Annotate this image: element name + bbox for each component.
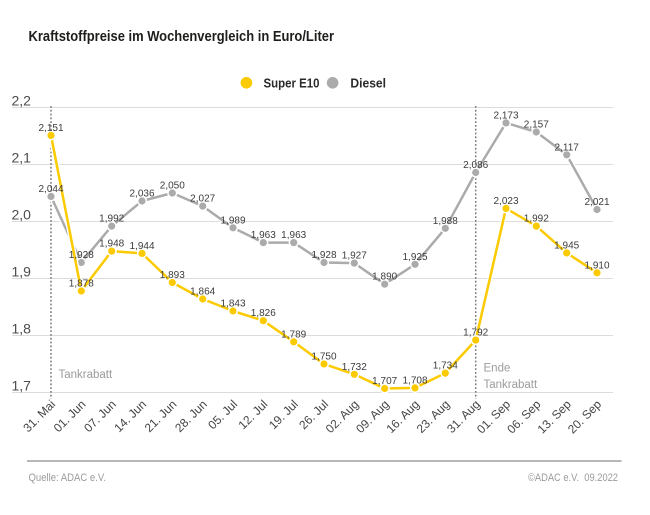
svg-text:1,963: 1,963 (281, 230, 306, 241)
svg-text:1,8: 1,8 (12, 321, 32, 337)
svg-text:2,0: 2,0 (12, 207, 32, 223)
svg-text:1,989: 1,989 (220, 215, 245, 226)
svg-text:1,992: 1,992 (524, 214, 549, 225)
svg-text:2,027: 2,027 (190, 194, 215, 205)
svg-text:1,843: 1,843 (220, 299, 245, 310)
svg-text:1,910: 1,910 (584, 260, 609, 271)
svg-text:1,7: 1,7 (12, 378, 32, 394)
svg-text:1,890: 1,890 (372, 272, 397, 283)
svg-text:©ADAC e.V. 09.2022: ©ADAC e.V. 09.2022 (528, 472, 618, 484)
svg-text:1,945: 1,945 (554, 240, 579, 251)
svg-text:1,928: 1,928 (311, 250, 336, 261)
svg-text:Diesel: Diesel (350, 75, 386, 90)
svg-text:1,963: 1,963 (251, 230, 276, 241)
svg-text:2,086: 2,086 (463, 160, 488, 171)
svg-text:2,1: 2,1 (12, 150, 32, 166)
svg-text:1,948: 1,948 (99, 239, 124, 250)
svg-text:1,789: 1,789 (281, 329, 306, 340)
svg-text:1,792: 1,792 (463, 328, 488, 339)
svg-text:1,864: 1,864 (190, 287, 215, 298)
svg-text:2,117: 2,117 (555, 142, 580, 153)
svg-text:Super E10: Super E10 (264, 75, 320, 90)
svg-text:1,708: 1,708 (402, 375, 427, 386)
svg-text:1,878: 1,878 (69, 279, 94, 290)
svg-text:1,944: 1,944 (129, 241, 154, 252)
svg-text:1,893: 1,893 (160, 270, 185, 281)
svg-text:Tankrabatt: Tankrabatt (484, 379, 539, 391)
svg-text:Ende: Ende (484, 363, 511, 375)
svg-text:1,732: 1,732 (342, 362, 367, 373)
svg-text:2,050: 2,050 (160, 181, 185, 192)
svg-text:2,044: 2,044 (38, 184, 63, 195)
svg-text:Tankrabatt: Tankrabatt (59, 369, 114, 381)
svg-text:1,928: 1,928 (69, 250, 94, 261)
svg-text:1,707: 1,707 (372, 376, 397, 387)
svg-text:1,992: 1,992 (99, 214, 124, 225)
svg-text:2,023: 2,023 (493, 196, 518, 207)
svg-text:2,2: 2,2 (12, 93, 32, 109)
svg-text:1,988: 1,988 (433, 216, 458, 227)
svg-text:2,036: 2,036 (129, 189, 154, 200)
svg-text:1,734: 1,734 (433, 361, 458, 372)
svg-text:1,750: 1,750 (311, 352, 336, 363)
svg-text:2,021: 2,021 (584, 197, 609, 208)
svg-text:1,927: 1,927 (342, 251, 367, 262)
svg-text:2,157: 2,157 (524, 120, 549, 131)
svg-text:Quelle: ADAC e.V.: Quelle: ADAC e.V. (29, 472, 107, 484)
svg-text:1,826: 1,826 (251, 308, 276, 319)
svg-text:2,151: 2,151 (38, 123, 63, 134)
svg-text:2,173: 2,173 (493, 110, 518, 121)
svg-text:1,925: 1,925 (402, 252, 427, 263)
svg-text:1,9: 1,9 (12, 264, 32, 280)
svg-text:Kraftstoffpreise im Wochenverg: Kraftstoffpreise im Wochenvergleich in E… (29, 29, 335, 45)
